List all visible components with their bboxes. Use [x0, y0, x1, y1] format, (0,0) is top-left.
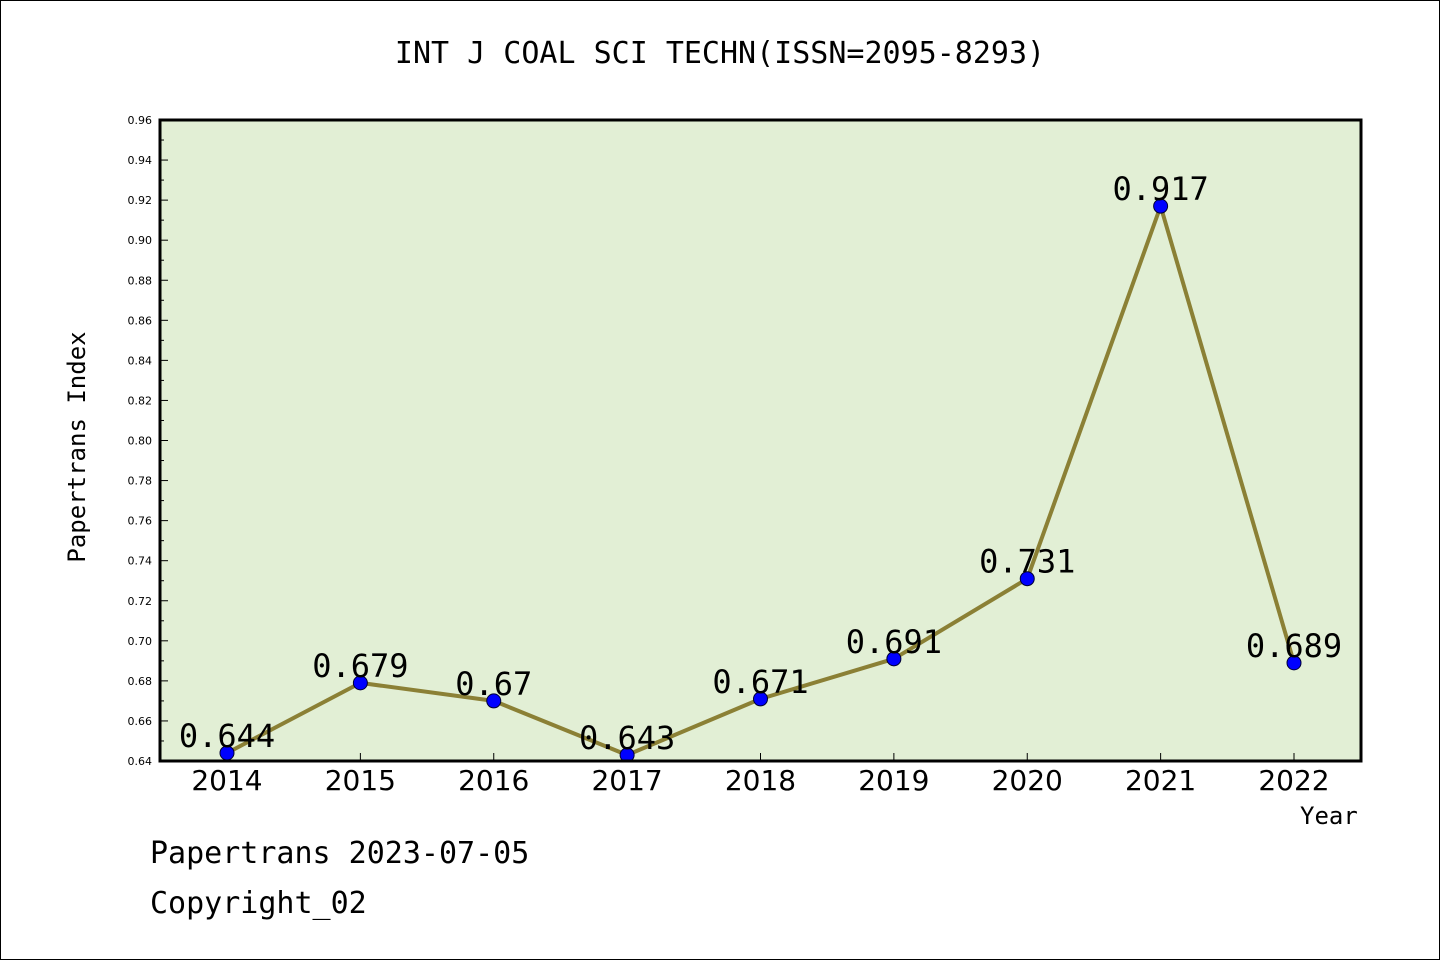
data-point — [352, 675, 368, 691]
y-tick-label: 0.84 — [128, 354, 153, 367]
y-tick-label: 0.90 — [128, 234, 153, 247]
y-tick-label: 0.92 — [128, 194, 153, 207]
data-point — [1153, 198, 1169, 214]
x-tick-label: 2014 — [191, 764, 262, 797]
data-point — [1019, 571, 1035, 587]
y-tick-label: 0.74 — [128, 555, 153, 568]
x-axis-label: Year — [1300, 802, 1358, 830]
y-tick-label: 0.96 — [128, 114, 153, 127]
data-label: 0.644 — [179, 717, 275, 755]
y-tick-label: 0.70 — [128, 635, 153, 648]
x-tick-label: 2018 — [725, 764, 796, 797]
data-label: 0.671 — [712, 663, 808, 701]
y-tick-label: 0.88 — [128, 274, 153, 287]
plot-border — [158, 118, 1363, 763]
data-point — [886, 651, 902, 667]
data-label: 0.679 — [312, 647, 408, 685]
data-label: 0.67 — [455, 665, 532, 703]
y-tick-label: 0.68 — [128, 675, 153, 688]
data-label: 0.691 — [846, 623, 942, 661]
y-tick-label: 0.80 — [128, 435, 153, 448]
data-point — [1286, 655, 1302, 671]
y-tick-label: 0.72 — [128, 595, 153, 608]
x-tick-label: 2017 — [591, 764, 662, 797]
footer-copyright: Copyright_02 — [150, 886, 367, 921]
x-tick-label: 2015 — [325, 764, 396, 797]
y-tick-label: 0.66 — [128, 715, 153, 728]
y-tick-label: 0.94 — [128, 154, 153, 167]
data-point — [486, 693, 502, 709]
x-tick-label: 2019 — [858, 764, 929, 797]
y-tick-label: 0.82 — [128, 394, 153, 407]
data-label: 0.731 — [979, 543, 1075, 581]
y-tick-label: 0.76 — [128, 515, 153, 528]
data-label: 0.917 — [1112, 170, 1208, 208]
plot-area — [160, 120, 1361, 761]
data-label: 0.643 — [579, 719, 675, 757]
chart-title: INT J COAL SCI TECHN(ISSN=2095-8293) — [394, 36, 1046, 71]
data-label: 0.689 — [1246, 627, 1342, 665]
x-tick-label: 2021 — [1125, 764, 1196, 797]
footer-date: Papertrans 2023-07-05 — [150, 836, 530, 871]
x-tick-label: 2022 — [1258, 764, 1329, 797]
x-tick-label: 2020 — [992, 764, 1063, 797]
y-tick-label: 0.78 — [128, 475, 153, 488]
data-point — [753, 691, 768, 707]
y-tick-label: 0.64 — [128, 755, 153, 768]
y-tick-label: 0.86 — [128, 314, 153, 327]
x-tick-label: 2016 — [458, 764, 529, 797]
